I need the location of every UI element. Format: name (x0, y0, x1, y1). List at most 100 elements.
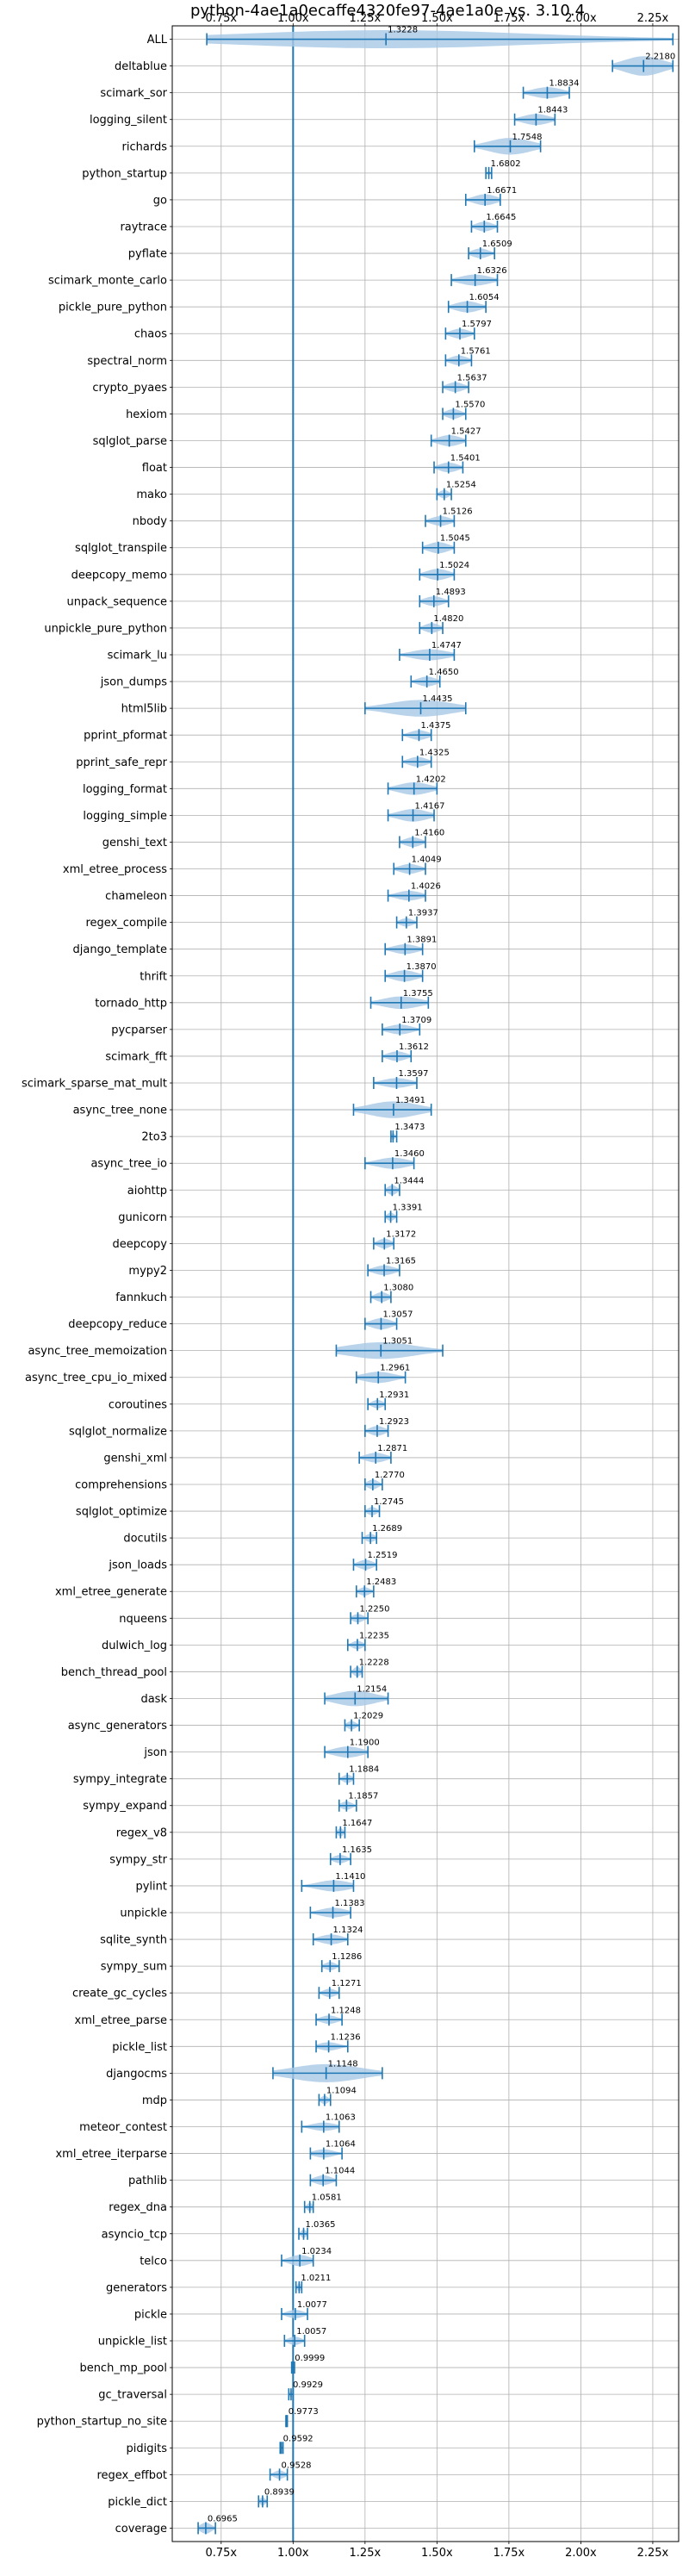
category-label: json_loads (108, 1559, 167, 1572)
value-annotation: 1.3491 (395, 1096, 425, 1105)
category-label: hexiom (126, 408, 167, 421)
value-annotation: 0.9592 (283, 2434, 313, 2443)
value-annotation: 1.4820 (433, 614, 463, 624)
value-annotation: 1.5126 (443, 507, 473, 517)
value-annotation: 1.0057 (296, 2327, 326, 2336)
category-label: raytrace (120, 221, 167, 233)
category-label: pathlib (128, 2175, 167, 2187)
value-annotation: 1.5427 (451, 426, 481, 436)
category-label: chameleon (105, 890, 167, 903)
category-label: asyncio_tcp (102, 2228, 167, 2241)
category-label: async_tree_io (90, 1158, 167, 1171)
category-label: coverage (115, 2523, 167, 2536)
category-label: genshi_xml (103, 1452, 167, 1465)
category-label: sqlglot_optimize (76, 1506, 167, 1519)
category-label: regex_effbot (96, 2469, 167, 2482)
value-annotation: 1.2154 (357, 1684, 387, 1694)
value-annotation: 1.3051 (382, 1337, 413, 1347)
value-annotation: 1.5401 (450, 454, 481, 464)
x-tick-label-top: 0.75x (205, 12, 237, 25)
value-annotation: 1.6645 (486, 213, 516, 222)
category-label: sqlite_synth (100, 1934, 167, 1947)
value-annotation: 1.3444 (394, 1176, 424, 1185)
x-tick-label-bottom: 2.00x (565, 2547, 597, 2560)
category-label: float (142, 462, 167, 475)
value-annotation: 1.4747 (431, 641, 462, 650)
category-label: genshi_text (102, 837, 167, 849)
category-label: pprint_safe_repr (76, 756, 167, 769)
value-annotation: 1.6802 (491, 159, 521, 169)
value-annotation: 0.6965 (208, 2514, 238, 2523)
category-label: create_gc_cycles (72, 1988, 167, 2000)
value-annotation: 1.1148 (328, 2059, 358, 2069)
category-label: xml_etree_generate (55, 1586, 167, 1599)
category-label: django_template (73, 943, 167, 956)
value-annotation: 1.0211 (301, 2274, 331, 2283)
value-annotation: 1.2770 (375, 1471, 405, 1480)
value-annotation: 1.3870 (407, 962, 437, 972)
x-tick-label-bottom: 2.25x (637, 2547, 669, 2560)
value-annotation: 1.4202 (416, 775, 446, 784)
value-annotation: 1.5637 (457, 373, 487, 383)
value-annotation: 1.2235 (359, 1631, 389, 1640)
category-label: sqlglot_parse (93, 435, 167, 448)
category-label: xml_etree_parse (75, 2014, 167, 2027)
violin-series (197, 26, 674, 2542)
value-annotation: 2.2180 (645, 53, 675, 62)
category-label: dask (140, 1693, 167, 1706)
value-annotation: 1.3891 (407, 936, 437, 945)
value-annotation: 1.2961 (380, 1364, 410, 1373)
category-label: scimark_lu (108, 650, 167, 663)
category-label: scimark_sparse_mat_mult (22, 1078, 167, 1091)
category-label: nbody (133, 515, 168, 528)
value-annotation: 1.1236 (331, 2032, 361, 2042)
category-label: deepcopy_memo (71, 569, 167, 582)
value-annotation: 1.1271 (332, 1979, 362, 1988)
value-annotation: 1.5761 (461, 346, 491, 356)
x-tick-label-top: 1.00x (277, 12, 309, 25)
value-annotation: 1.2029 (353, 1712, 383, 1721)
category-label: unpack_sequence (66, 595, 167, 608)
x-tick-label-bottom: 0.75x (205, 2547, 237, 2560)
value-annotation: 1.1410 (335, 1872, 365, 1882)
value-annotation: 1.1064 (326, 2140, 356, 2150)
category-label: sympy_sum (101, 1961, 167, 1974)
category-label: meteor_contest (79, 2121, 167, 2134)
x-tick-label-top: 1.75x (493, 12, 525, 25)
value-annotation: 1.3473 (394, 1123, 425, 1132)
category-label: chaos (134, 328, 167, 341)
category-label: mdp (142, 2094, 167, 2107)
category-label: pidigits (127, 2442, 168, 2455)
category-label: scimark_sor (100, 87, 167, 100)
value-annotation: 1.2745 (374, 1497, 404, 1507)
category-label: djangocms (106, 2068, 167, 2081)
value-annotation: 1.4325 (419, 748, 450, 757)
value-annotation: 1.4049 (412, 856, 442, 865)
value-annotation: 1.5045 (440, 534, 470, 544)
value-annotation: 1.3172 (386, 1229, 416, 1239)
value-annotation: 1.1094 (326, 2086, 357, 2095)
category-label: unpickle_pure_python (44, 622, 167, 635)
value-annotation: 1.4893 (436, 588, 466, 597)
category-label: gunicorn (118, 1211, 167, 1224)
value-annotation: 1.8834 (549, 79, 579, 89)
category-label: python_startup_no_site (37, 2416, 167, 2429)
value-annotation: 0.9528 (282, 2461, 312, 2470)
x-tick-label-top: 2.00x (565, 12, 597, 25)
value-annotation: 1.4167 (415, 801, 445, 811)
category-label: bench_thread_pool (61, 1666, 167, 1679)
x-tick-label-bottom: 1.50x (421, 2547, 453, 2560)
value-annotation: 1.1900 (350, 1739, 380, 1748)
value-annotation: 1.4375 (420, 721, 450, 731)
value-annotation: 1.6671 (487, 186, 517, 196)
category-label: deepcopy (112, 1238, 167, 1251)
category-label: mypy2 (128, 1265, 167, 1278)
value-annotation: 1.4650 (429, 668, 459, 677)
category-label: thrift (140, 970, 167, 983)
x-tick-label-top: 1.25x (350, 12, 382, 25)
value-annotation: 1.3937 (408, 909, 438, 918)
value-annotation: 1.1324 (333, 1926, 363, 1935)
category-label: python_startup (82, 167, 167, 180)
category-label: async_generators (68, 1720, 168, 1733)
value-annotation: 1.2228 (359, 1658, 389, 1667)
